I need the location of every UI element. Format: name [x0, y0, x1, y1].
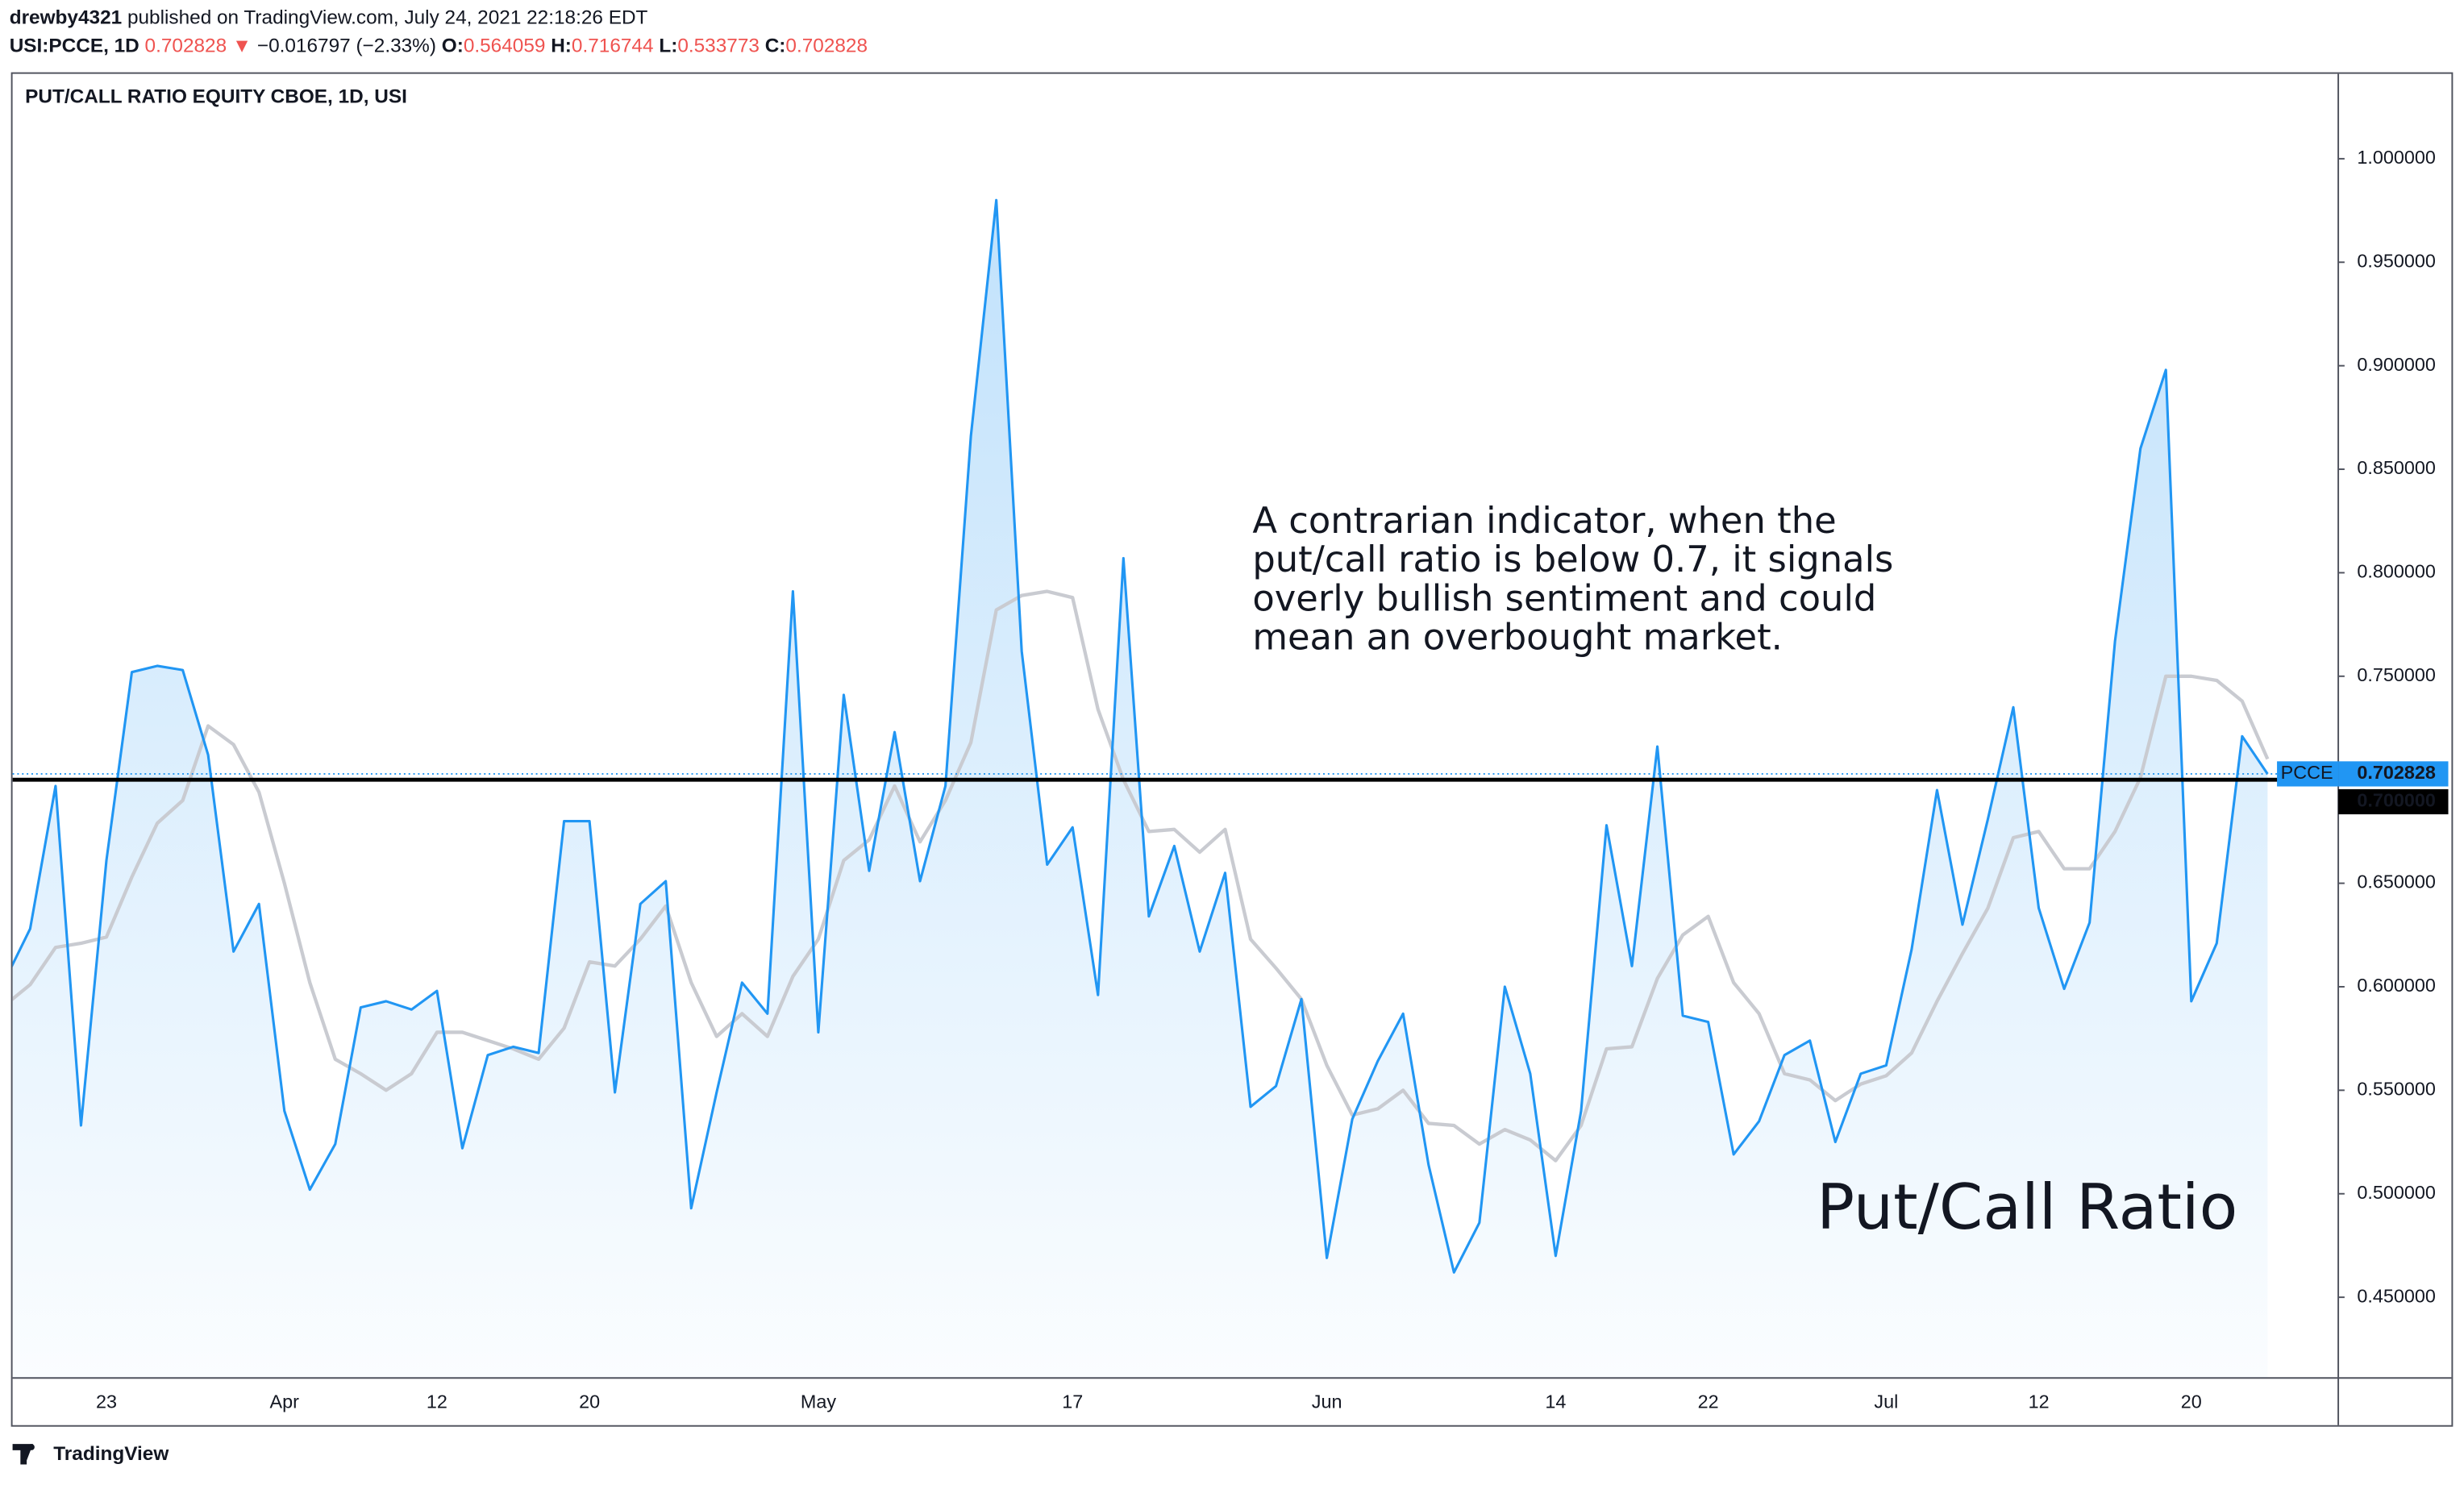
brand[interactable]: TradingView [53, 1443, 169, 1465]
annotation-line: mean an overbought market. [1252, 615, 1783, 658]
annotation-line: overly bullish sentiment and could [1252, 576, 1876, 619]
area-fill [12, 200, 2268, 1379]
y-tick-label: 0.500000 [2357, 1182, 2436, 1203]
y-tick-label: 0.900000 [2357, 354, 2436, 375]
y-tick-label: 0.800000 [2357, 561, 2436, 582]
y-tick-label: 0.750000 [2357, 664, 2436, 685]
plot [12, 198, 2339, 1379]
symbol-line: USI:PCCE, 1D 0.702828 ▼ −0.016797 (−2.33… [10, 35, 868, 57]
x-tick-label: Jun [1312, 1391, 1342, 1412]
y-tick-label: 0.950000 [2357, 250, 2436, 271]
x-tick-label: 17 [1062, 1391, 1083, 1412]
series-name-box [2277, 761, 2339, 787]
x-tick-label: 22 [1698, 1391, 1719, 1412]
author[interactable]: drewby4321 [10, 7, 122, 29]
y-tick-label: 0.550000 [2357, 1079, 2436, 1100]
logo-dot [28, 1444, 35, 1450]
close-label: C: [765, 35, 786, 57]
high-label: H: [551, 35, 572, 57]
x-tick-label: 12 [427, 1391, 447, 1412]
footer-logo: TradingView [12, 1443, 169, 1465]
price-line [12, 198, 2269, 1274]
axes: 0.450000 0.500000 0.550000 0.600000 0.650000… [96, 147, 2449, 1412]
hline-label-box [2338, 788, 2449, 815]
low: 0.533773 [677, 35, 760, 57]
hline-label: 0.700000 [2357, 790, 2436, 811]
published: published on TradingView.com, July 24, 2… [127, 7, 648, 29]
annotation-line: A contrarian indicator, when the [1252, 499, 1836, 542]
close: 0.702828 [785, 35, 868, 57]
last-price-box [2338, 761, 2449, 787]
y-tick-label: 0.600000 [2357, 975, 2436, 996]
open-label: O: [442, 35, 464, 57]
frame [10, 72, 2454, 1427]
high: 0.716744 [572, 35, 654, 57]
y-tick-label: 0.450000 [2357, 1285, 2436, 1306]
x-tick-label: May [801, 1391, 836, 1412]
last-price-label: 0.702828 [2357, 762, 2436, 783]
annotation-line: put/call ratio is below 0.7, it signals [1252, 538, 1893, 580]
y-tick-label: 0.650000 [2357, 871, 2436, 892]
x-tick-label: 14 [1545, 1391, 1566, 1412]
x-tick-label: 12 [2029, 1391, 2050, 1412]
low-label: L: [659, 35, 677, 57]
change: −0.016797 (−2.33%) [257, 35, 436, 57]
average-line [12, 589, 2270, 1163]
x-tick-label: 20 [579, 1391, 600, 1412]
y-tick-label: 0.850000 [2357, 457, 2436, 478]
x-tick-label: 23 [96, 1391, 117, 1412]
symbol: USI:PCCE, 1D [10, 35, 139, 57]
y-tick-label: 1.000000 [2357, 147, 2436, 168]
last: 0.702828 [145, 35, 227, 57]
logo-mark [12, 1444, 33, 1465]
big-label: Put/Call Ratio [1817, 1171, 2237, 1244]
annotation: A contrarian indicator, when the put/call… [1252, 499, 1893, 658]
open: 0.564059 [464, 35, 546, 57]
x-tick-label: 20 [2181, 1391, 2202, 1412]
header-line: drewby4321 published on TradingView.com,… [10, 7, 648, 29]
x-tick-label: Apr [270, 1391, 300, 1412]
series-name: PCCE [2281, 762, 2333, 783]
chart-title: PUT/CALL RATIO EQUITY CBOE, 1D, USI [25, 85, 407, 107]
arrow: ▼ [232, 35, 252, 57]
x-tick-label: Jul [1874, 1391, 1898, 1412]
